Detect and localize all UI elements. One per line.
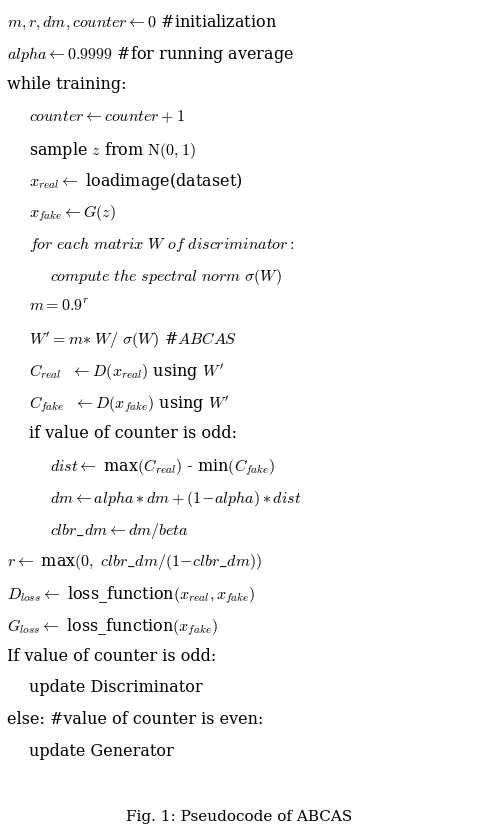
Text: else: #value of counter is even:: else: #value of counter is even: — [7, 711, 263, 728]
Text: update Discriminator: update Discriminator — [29, 680, 202, 696]
Text: $for\ each\ matrix\ W\ of\ discriminator{:}$: $for\ each\ matrix\ W\ of\ discriminator… — [29, 235, 294, 254]
Text: $G_{loss} \leftarrow$ loss_function$(x_{fake})$: $G_{loss} \leftarrow$ loss_function$(x_{… — [7, 616, 218, 637]
Text: $x_{fake} \leftarrow G(z)$: $x_{fake} \leftarrow G(z)$ — [29, 203, 116, 224]
Text: $m = 0.9^r$: $m = 0.9^r$ — [29, 299, 89, 315]
Text: $D_{loss} \leftarrow$ loss_function$(x_{real}, x_{fake})$: $D_{loss} \leftarrow$ loss_function$(x_{… — [7, 584, 256, 605]
Text: $dist \leftarrow$ max$(C_{real})$ - min$(C_{fake})$: $dist \leftarrow$ max$(C_{real})$ - min$… — [50, 457, 276, 478]
Text: $compute\ the\ spectral\ norm\ \sigma(W)$: $compute\ the\ spectral\ norm\ \sigma(W)… — [50, 267, 282, 287]
Text: $C_{fake}$  $\leftarrow D(x_{fake})$ using $W^{\prime}$: $C_{fake}$ $\leftarrow D(x_{fake})$ usin… — [29, 394, 229, 415]
Text: $dm \leftarrow alpha * dm + (1\!-\!alpha) * dist$: $dm \leftarrow alpha * dm + (1\!-\!alpha… — [50, 489, 302, 509]
Text: $W^{\prime} = m{*}\ W/\ \sigma(W)$ #$ABCAS$: $W^{\prime} = m{*}\ W/\ \sigma(W)$ #$ABC… — [29, 330, 237, 351]
Text: while training:: while training: — [7, 76, 127, 93]
Text: update Generator: update Generator — [29, 743, 174, 760]
Text: $x_{real} \leftarrow$ loadimage(dataset): $x_{real} \leftarrow$ loadimage(dataset) — [29, 171, 242, 193]
Text: $clbr\_dm \leftarrow dm/beta$: $clbr\_dm \leftarrow dm/beta$ — [50, 520, 188, 540]
Text: $m,r,dm,counter \leftarrow 0$ #initialization: $m,r,dm,counter \leftarrow 0$ #initializ… — [7, 13, 277, 32]
Text: sample $z$ from $\mathrm{N}(0,1)$: sample $z$ from $\mathrm{N}(0,1)$ — [29, 139, 196, 161]
Text: $counter \leftarrow counter+1$: $counter \leftarrow counter+1$ — [29, 108, 185, 125]
Text: $alpha \leftarrow 0.9999$ #for running average: $alpha \leftarrow 0.9999$ #for running a… — [7, 44, 294, 65]
Text: $r \leftarrow$ max$(0,\ clbr\_dm/(1\!-\!clbr\_dm))$: $r \leftarrow$ max$(0,\ clbr\_dm/(1\!-\!… — [7, 552, 262, 572]
Text: if value of counter is odd:: if value of counter is odd: — [29, 425, 237, 442]
Text: Fig. 1: Pseudocode of ABCAS: Fig. 1: Pseudocode of ABCAS — [126, 810, 352, 824]
Text: If value of counter is odd:: If value of counter is odd: — [7, 648, 217, 665]
Text: $C_{real}$  $\leftarrow D(x_{real})$ using $W^{\prime}$: $C_{real}$ $\leftarrow D(x_{real})$ usin… — [29, 362, 224, 383]
